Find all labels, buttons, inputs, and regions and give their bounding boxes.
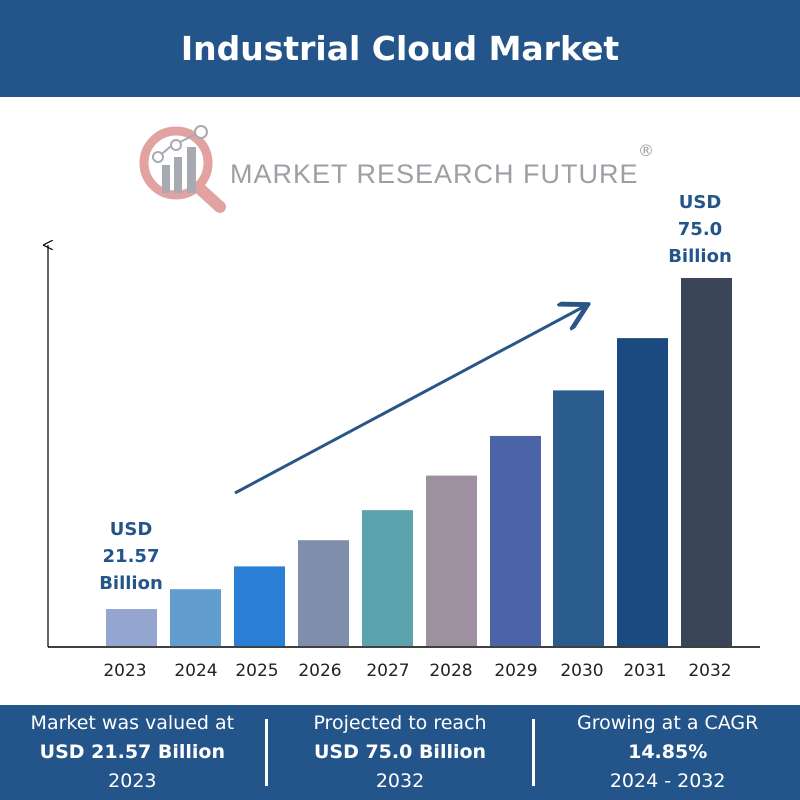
- x-tick-label: 2026: [298, 661, 341, 681]
- divider: [532, 719, 536, 786]
- annotation-line: USD: [109, 519, 153, 540]
- divider: [264, 719, 268, 786]
- annotation-line: 21.57: [102, 546, 160, 567]
- x-tick-label: 2023: [103, 661, 146, 681]
- trend-arrow: [234, 306, 585, 495]
- logo-text: MARKET RESEARCH FUTURE: [230, 159, 639, 189]
- x-tick-label: 2027: [366, 661, 409, 681]
- annotation-line: 75.0: [677, 219, 723, 240]
- bar-2031: [617, 338, 668, 646]
- stat-year: 2024 - 2032: [609, 770, 726, 792]
- annotation-line: Billion: [668, 246, 732, 267]
- stat-valued: Market was valued at USD 21.57 Billion 2…: [0, 705, 265, 800]
- x-tick-label: 2024: [174, 661, 217, 681]
- stat-value: USD 75.0 Billion: [313, 741, 487, 763]
- stat-year: 2032: [375, 770, 425, 792]
- registered-mark: ®: [638, 141, 654, 160]
- bar-2027: [362, 510, 413, 646]
- footer-stats: Market was valued at USD 21.57 Billion 2…: [0, 705, 800, 800]
- bar-2024: [170, 589, 221, 646]
- x-tick-label: 2032: [688, 661, 731, 681]
- stat-cagr: Growing at a CAGR 14.85% 2024 - 2032: [535, 705, 800, 800]
- stat-value: 14.85%: [628, 741, 708, 763]
- bar-2032: [681, 278, 732, 646]
- bar-2023: [106, 609, 157, 646]
- x-tick-label: 2030: [560, 661, 603, 681]
- x-tick-label: 2028: [429, 661, 472, 681]
- bar-2026: [298, 540, 349, 646]
- stat-projected: Projected to reach USD 75.0 Billion 2032: [268, 705, 533, 800]
- annotation-line: USD: [678, 192, 722, 213]
- annotation-2032: USD 75.0 Billion: [660, 189, 740, 270]
- x-tick-label: 2029: [494, 661, 537, 681]
- annotation-2023: USD 21.57 Billion: [88, 516, 174, 597]
- header-banner: Industrial Cloud Market: [0, 0, 800, 97]
- bar-2030: [553, 390, 604, 646]
- annotation-line: Billion: [99, 573, 163, 594]
- x-tick-label: 2025: [235, 661, 278, 681]
- stat-year: 2023: [108, 770, 157, 792]
- logo: MARKET RESEARCH FUTURE ®: [138, 125, 668, 215]
- stat-label: Market was valued at: [30, 712, 235, 734]
- bar-chart: 2023 2024 2025 2026 2027 2028 2029 2030 2031 2032: [0, 0, 760, 681]
- bar-2029: [490, 435, 541, 646]
- stat-label: Growing at a CAGR: [576, 712, 759, 734]
- x-tick-label: 2031: [623, 661, 666, 681]
- bar-2028: [426, 475, 477, 646]
- stat-label: Projected to reach: [313, 712, 487, 734]
- stat-value: USD 21.57 Billion: [39, 741, 225, 763]
- page-title: Industrial Cloud Market: [180, 29, 620, 68]
- magnifier-chart-icon: [139, 125, 226, 213]
- bar-2025: [234, 566, 285, 646]
